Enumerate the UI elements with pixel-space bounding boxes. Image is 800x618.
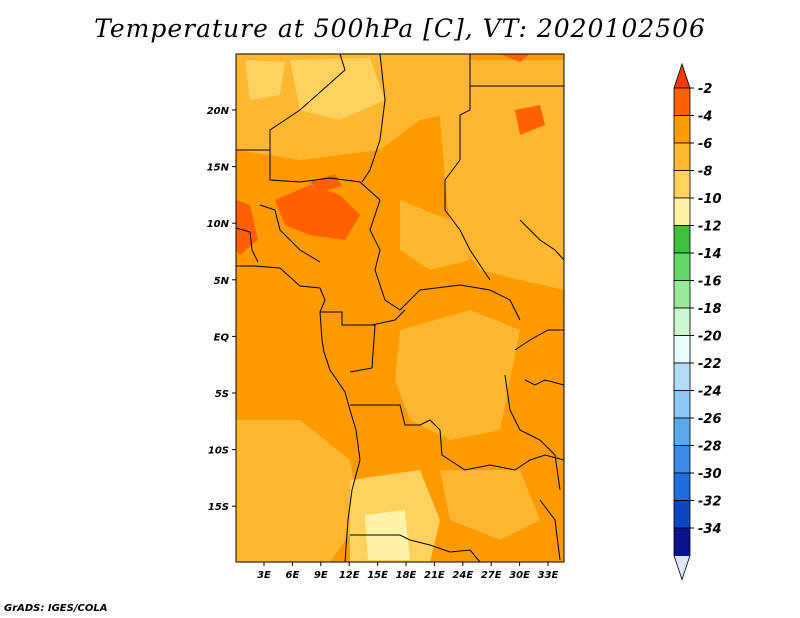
colorbar-label: -2	[698, 82, 712, 97]
colorbar-segment	[673, 417, 691, 446]
lon-tick-label: 18E	[396, 570, 417, 581]
lat-tick-label: 20N	[207, 106, 230, 117]
colorbar-label: -28	[698, 440, 722, 455]
cool-region-north	[290, 58, 385, 120]
colorbar-segment	[673, 390, 691, 419]
colorbar-segment	[673, 307, 691, 336]
colorbar-label: -12	[698, 220, 722, 235]
lon-tick-label: 24E	[452, 570, 473, 581]
lon-tick-label: 27E	[481, 570, 502, 581]
warm-region-southwest	[236, 420, 360, 562]
colorbar-segment	[673, 335, 691, 364]
warm-region-center	[400, 200, 470, 270]
colorbar-segment	[673, 445, 691, 474]
colorbar-label: -16	[698, 275, 722, 290]
warm-region-southeast	[440, 470, 540, 540]
latitude-axis: 20N 15N 10N 5N EQ 5S 10S 15S	[207, 106, 236, 513]
colorbar-lower-arrow	[673, 555, 691, 581]
map-frame	[235, 53, 565, 563]
hot-patch-sahel	[275, 185, 360, 240]
longitude-axis: 3E 6E 9E 12E 15E 18E 21E 24E 27E 30E 33E	[257, 562, 559, 581]
colorbar-upper-arrow	[673, 62, 691, 89]
colorbar-label: -24	[698, 385, 722, 400]
hot-patch-east	[515, 105, 545, 135]
colorbar-segment	[673, 115, 691, 144]
colorbar-segment	[673, 225, 691, 254]
lon-tick-label: 9E	[314, 570, 328, 581]
warm-region-congo	[395, 310, 520, 440]
lat-tick-label: EQ	[214, 332, 230, 343]
lat-tick-label: 5S	[215, 389, 229, 400]
lon-tick-label: 15E	[367, 570, 388, 581]
country-borders	[236, 54, 564, 562]
colorbar-segment	[673, 170, 691, 199]
lat-tick-label: 10N	[207, 219, 230, 230]
colorbar-segment	[673, 472, 691, 501]
colorbar: -2 -4 -6 -8 -10 -12 -14 -16 -18 -20 -22 -24 -26 -28 -3…	[673, 62, 722, 581]
colorbar-segment	[673, 500, 691, 529]
colorbar-segment	[673, 252, 691, 281]
colorbar-segment	[673, 280, 691, 309]
lat-tick-label: 15S	[208, 502, 229, 513]
grads-credit: GrADS: IGES/COLA	[4, 603, 108, 614]
colorbar-label: -30	[698, 467, 722, 482]
lon-tick-label: 6E	[286, 570, 300, 581]
colorbar-segment	[673, 87, 691, 116]
lon-tick-label: 30E	[509, 570, 530, 581]
colorbar-label: -10	[698, 192, 722, 207]
lat-tick-label: 5N	[214, 276, 230, 287]
colorbar-label: -14	[698, 247, 722, 262]
lat-tick-label: 10S	[208, 446, 229, 457]
temperature-field	[236, 54, 564, 562]
map-title: Temperature at 500hPa [C], VT: 202010250…	[94, 14, 706, 43]
colorbar-label: -20	[698, 330, 722, 345]
colorbar-label: -32	[698, 495, 722, 510]
colorbar-label: -8	[698, 165, 712, 180]
cool-region-nw	[245, 60, 285, 100]
lon-tick-label: 21E	[424, 570, 445, 581]
lon-tick-label: 12E	[339, 570, 360, 581]
colorbar-segment	[673, 362, 691, 391]
colorbar-label: -34	[698, 522, 722, 537]
colorbar-label: -6	[698, 137, 712, 152]
hot-patch-west	[236, 200, 258, 255]
colorbar-segment	[673, 197, 691, 226]
colorbar-segment	[673, 527, 691, 556]
lon-tick-label: 33E	[538, 570, 559, 581]
colorbar-label: -4	[698, 110, 712, 125]
colorbar-label: -22	[698, 357, 722, 372]
lat-tick-label: 15N	[207, 163, 230, 174]
colorbar-segment	[673, 142, 691, 171]
lon-tick-label: 3E	[257, 570, 271, 581]
colorbar-label: -26	[698, 412, 722, 427]
colorbar-label: -18	[698, 302, 722, 317]
hot-patch-ne	[500, 54, 530, 62]
